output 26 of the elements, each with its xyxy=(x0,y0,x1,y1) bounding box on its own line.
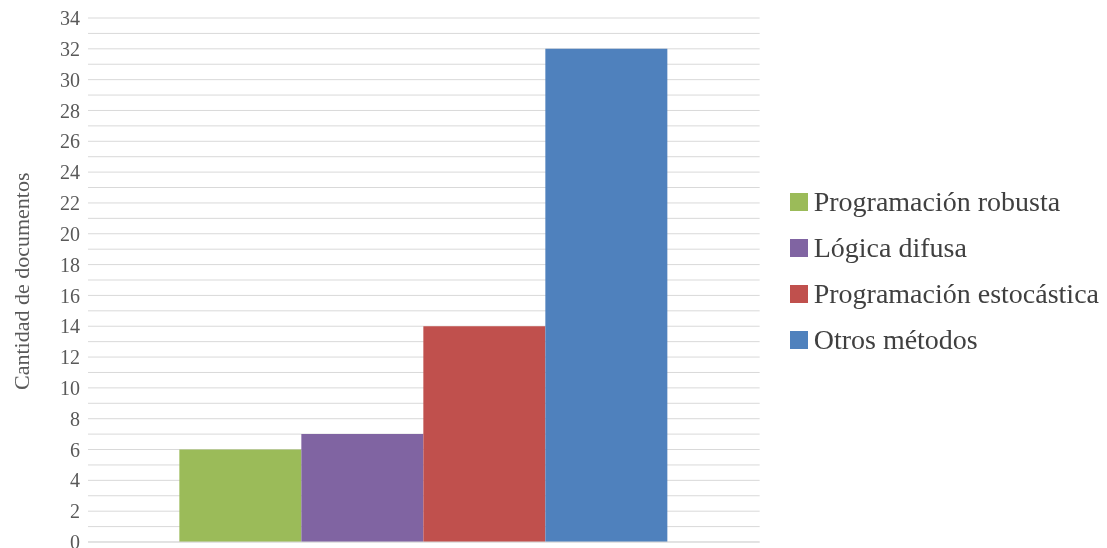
y-tick-label: 22 xyxy=(60,192,80,215)
y-tick-label: 26 xyxy=(60,130,80,153)
legend-label: Programación robusta xyxy=(813,186,1061,218)
y-tick-label: 6 xyxy=(70,438,80,461)
bar xyxy=(423,326,546,542)
y-tick-label: 32 xyxy=(60,37,80,60)
y-tick-label: 34 xyxy=(60,7,80,30)
y-tick-label: 16 xyxy=(60,284,80,307)
legend-label: Programación estocástica xyxy=(813,278,1099,310)
y-tick-label: 14 xyxy=(60,315,80,338)
bar xyxy=(301,434,424,542)
y-tick-label: 20 xyxy=(60,222,80,245)
y-axis-title: Cantidad de documentos xyxy=(8,172,34,390)
y-tick-label: 28 xyxy=(60,99,80,122)
bar xyxy=(179,449,302,542)
y-tick-label: 2 xyxy=(70,500,80,523)
legend-label: Otros métodos xyxy=(813,324,978,356)
y-tick-label: 12 xyxy=(60,346,80,369)
y-tick-label: 8 xyxy=(70,407,80,430)
y-tick-label: 4 xyxy=(70,469,80,492)
y-tick-label: 18 xyxy=(60,253,80,276)
y-tick-label: 10 xyxy=(60,376,80,399)
legend-label: Lógica difusa xyxy=(813,232,967,264)
y-tick-label: 30 xyxy=(60,68,80,91)
bar xyxy=(545,48,668,542)
y-tick-label: 24 xyxy=(60,161,80,184)
